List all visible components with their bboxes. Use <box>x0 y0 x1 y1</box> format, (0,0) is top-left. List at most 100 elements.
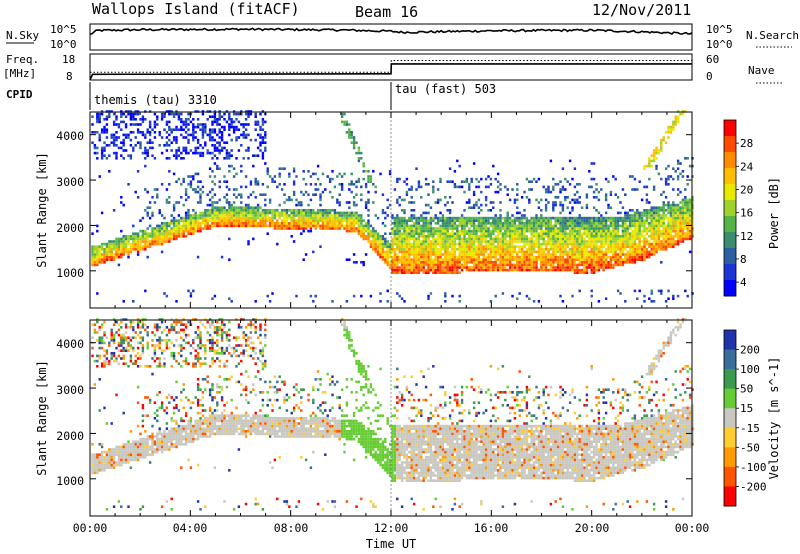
power-cell <box>410 209 413 212</box>
power-cell <box>124 242 128 246</box>
power-cell <box>112 141 116 144</box>
power-cell <box>549 240 553 243</box>
power-cell <box>285 224 289 228</box>
power-cell <box>396 237 399 241</box>
power-cell <box>470 266 473 269</box>
power-cell <box>218 222 221 225</box>
power-cell <box>237 222 241 225</box>
power-cell <box>151 242 154 246</box>
power-cell <box>93 253 97 256</box>
power-cell <box>172 222 176 225</box>
power-cell <box>436 232 440 235</box>
power-cell <box>444 224 447 228</box>
power-cell <box>571 229 574 233</box>
power-cell <box>408 240 411 243</box>
power-cell <box>115 131 118 134</box>
power-colorbar-swatch <box>724 280 736 297</box>
power-cell <box>420 240 423 243</box>
power-cell <box>206 118 209 121</box>
power-cell <box>93 146 97 150</box>
power-cell <box>650 250 653 254</box>
power-cell <box>98 258 101 261</box>
power-cell <box>480 232 483 235</box>
vel-cell <box>110 461 113 464</box>
power-cell <box>139 118 142 121</box>
power-cell <box>396 253 399 256</box>
power-cell <box>458 229 461 233</box>
power-cell <box>163 235 166 238</box>
power-cell <box>422 235 425 238</box>
power-cell <box>408 266 411 269</box>
power-cell <box>160 237 164 241</box>
power-cell <box>105 245 109 248</box>
power-cell <box>122 149 125 152</box>
power-cell <box>273 180 277 183</box>
power-cell <box>638 216 641 220</box>
power-cell <box>554 255 557 259</box>
power-cell <box>345 227 349 230</box>
power-cell <box>530 232 533 235</box>
power-cell <box>664 177 668 181</box>
power-cell <box>513 248 517 251</box>
power-cell <box>456 159 459 163</box>
power-cell <box>266 216 269 220</box>
power-cell <box>180 227 183 230</box>
power-cell <box>187 123 190 126</box>
power-cell <box>460 258 464 261</box>
power-cell <box>367 235 370 238</box>
power-cell <box>184 193 188 196</box>
power-cell <box>463 240 466 243</box>
power-cell <box>184 214 188 217</box>
power-cell <box>129 248 133 251</box>
power-cell <box>252 209 255 212</box>
power-cell <box>499 245 502 248</box>
power-cell <box>290 227 293 230</box>
power-cell <box>597 266 601 269</box>
power-cell <box>434 261 437 264</box>
power-cell <box>256 154 260 157</box>
power-cell <box>216 211 219 215</box>
power-cell <box>631 253 634 256</box>
power-cell <box>400 224 404 228</box>
power-cell <box>201 227 205 230</box>
power-cell <box>170 237 173 241</box>
vel-cell <box>91 323 94 326</box>
power-cell <box>516 219 519 222</box>
power-cell <box>412 263 416 267</box>
power-cell <box>352 146 356 150</box>
power-cell <box>631 214 634 217</box>
power-cell <box>225 151 229 155</box>
power-cell <box>508 263 512 267</box>
power-cell <box>537 201 541 204</box>
power-cell <box>434 266 437 269</box>
power-cell <box>208 203 212 207</box>
power-cell <box>177 222 181 225</box>
power-cell <box>314 211 317 215</box>
power-cell <box>355 229 358 233</box>
power-cell <box>300 203 303 207</box>
power-cell <box>619 211 622 215</box>
power-cell <box>446 240 449 243</box>
power-cell <box>578 245 581 248</box>
power-cell <box>199 222 202 225</box>
power-cell <box>168 232 171 235</box>
power-cell <box>312 172 315 176</box>
power-cell <box>674 227 677 230</box>
power-cell <box>492 268 495 272</box>
power-cell <box>240 224 243 228</box>
vel-cell <box>110 422 113 425</box>
power-cell <box>170 235 173 238</box>
power-cell <box>384 211 387 215</box>
power-cell <box>225 211 229 215</box>
power-cell <box>420 185 423 189</box>
power-cell <box>561 266 565 269</box>
power-cell <box>508 198 512 202</box>
power-cell <box>206 203 209 207</box>
power-cell <box>624 227 627 230</box>
power-cell <box>420 258 423 261</box>
power-cell <box>237 209 241 212</box>
power-cell <box>261 193 265 196</box>
power-cell <box>115 240 118 243</box>
power-cell <box>578 240 581 243</box>
power-cell <box>631 250 634 254</box>
